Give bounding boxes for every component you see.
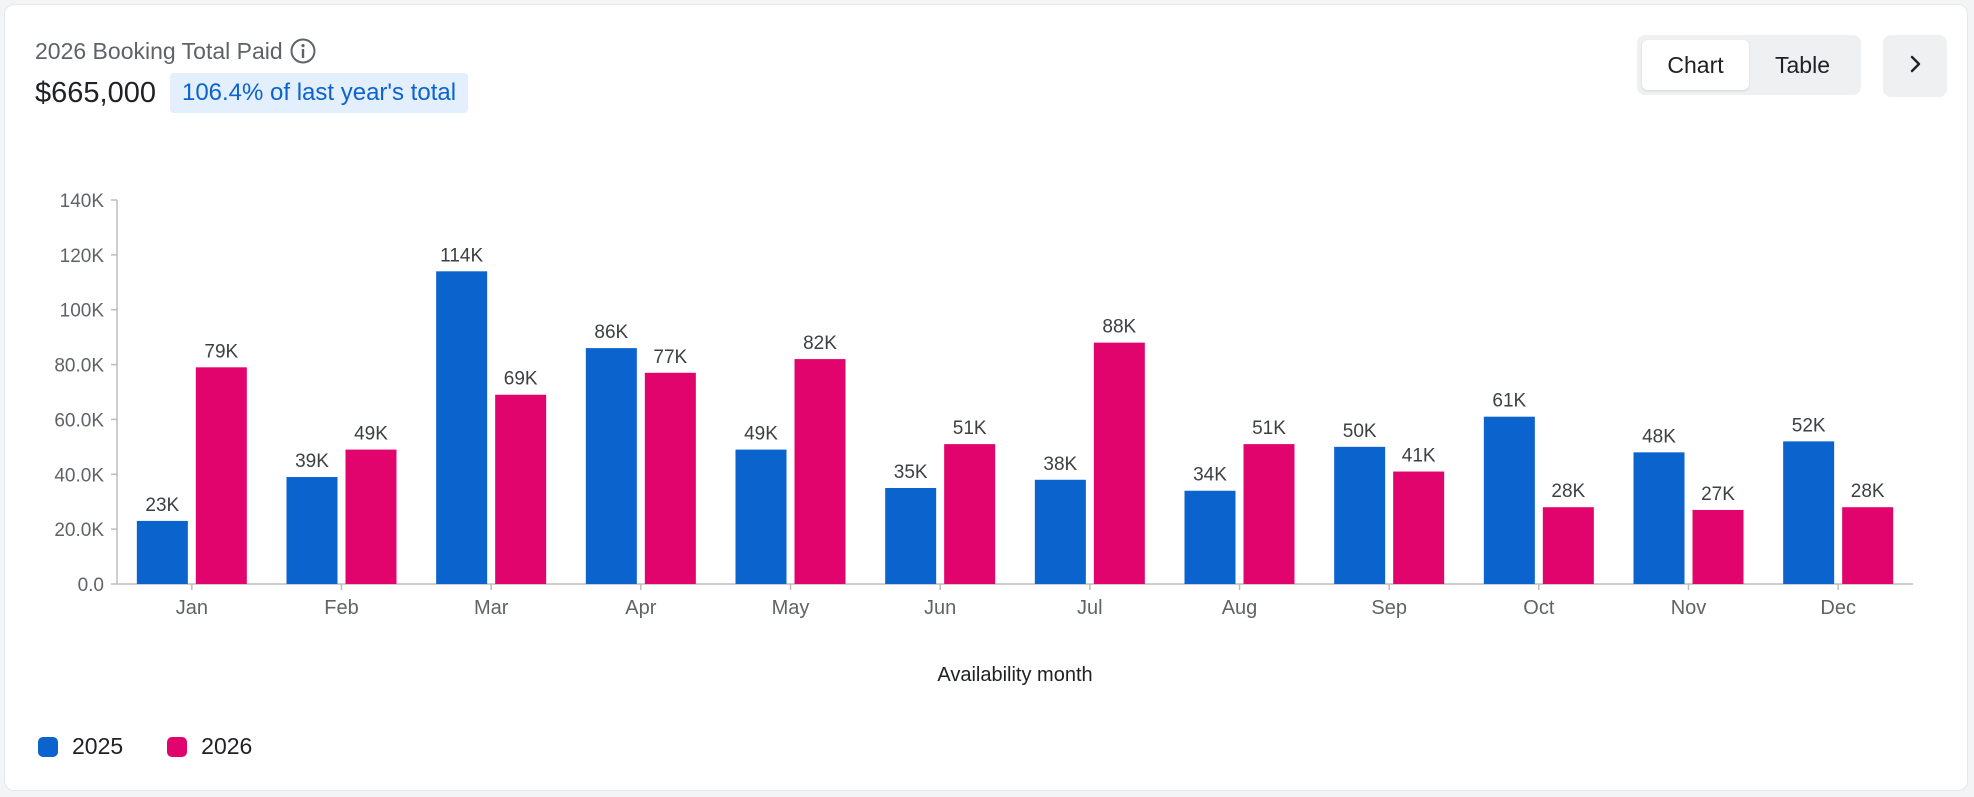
data-label: 49K (354, 424, 388, 445)
data-label: 79K (204, 341, 238, 362)
y-tick-label: 20.0K (54, 520, 104, 541)
bar-2026-feb (345, 449, 397, 584)
next-button[interactable] (1883, 35, 1947, 97)
bar-2025-apr (585, 348, 637, 584)
comparison-badge: 106.4% of last year's total (169, 73, 469, 113)
data-label: 61K (1492, 391, 1526, 412)
data-label: 28K (1551, 481, 1585, 502)
data-label: 38K (1043, 454, 1077, 475)
table-toggle-button[interactable]: Table (1775, 51, 1830, 78)
data-label: 114K (440, 245, 483, 266)
data-label: 51K (1252, 418, 1286, 439)
data-label: 88K (1102, 317, 1136, 338)
x-tick-label: Jan (176, 597, 208, 619)
y-tick-label: 100K (60, 301, 105, 322)
bar-2025-jul (1034, 479, 1086, 584)
chevron-right-icon (1904, 53, 1926, 80)
data-label: 86K (594, 322, 628, 343)
x-tick-label: May (772, 597, 810, 619)
x-tick-label: Apr (625, 597, 656, 619)
legend-swatch-2026 (167, 736, 188, 757)
bar-2025-aug (1184, 490, 1236, 584)
title-row: 2026 Booking Total Paid (35, 37, 317, 65)
bar-2026-jul (1093, 342, 1145, 584)
bar-2026-may (794, 359, 846, 584)
data-label: 28K (1851, 481, 1885, 502)
bar-2025-sep (1334, 446, 1386, 584)
chart-title: 2026 Booking Total Paid (35, 37, 283, 64)
view-toggle: Chart Table (1637, 35, 1861, 95)
chart-card: 2026 Booking Total Paid $665,000 106.4% … (4, 4, 1968, 791)
y-tick-label: 140K (60, 191, 105, 212)
y-tick-label: 60.0K (54, 410, 104, 431)
data-label: 39K (295, 451, 329, 472)
x-tick-label: Aug (1222, 597, 1258, 619)
legend-label-2026: 2026 (201, 733, 253, 759)
data-label: 35K (894, 462, 928, 483)
x-tick-label: Dec (1820, 597, 1856, 619)
bar-2026-oct (1542, 507, 1594, 584)
x-tick-label: Mar (474, 597, 509, 619)
bar-2026-aug (1243, 444, 1295, 584)
bar-2025-nov (1633, 452, 1685, 584)
bar-2025-jan (136, 520, 188, 584)
x-tick-label: Sep (1371, 597, 1407, 619)
legend: 2025 2026 (38, 733, 252, 760)
bar-2025-jun (885, 488, 937, 584)
bar-2025-feb (286, 477, 338, 584)
data-label: 23K (145, 495, 179, 516)
data-label: 82K (803, 333, 837, 354)
bar-2026-dec (1842, 507, 1894, 584)
bar-2025-oct (1483, 416, 1535, 584)
total-row: $665,000 106.4% of last year's total (35, 73, 469, 113)
data-label: 49K (744, 424, 778, 445)
legend-item-2025[interactable]: 2025 (38, 733, 123, 760)
bar-2026-apr (644, 372, 696, 584)
x-tick-label: Jul (1077, 597, 1103, 619)
bar-2025-may (735, 449, 787, 584)
data-label: 48K (1642, 426, 1676, 447)
data-label: 41K (1402, 446, 1436, 467)
bar-2026-jun (944, 444, 996, 584)
bar-2025-dec (1783, 441, 1835, 584)
data-label: 51K (953, 418, 987, 439)
legend-item-2026[interactable]: 2026 (167, 733, 252, 760)
x-tick-label: Nov (1671, 597, 1707, 619)
legend-label-2025: 2025 (72, 733, 124, 759)
y-tick-label: 80.0K (54, 356, 104, 377)
y-tick-label: 40.0K (54, 465, 104, 486)
info-circle-icon[interactable] (289, 37, 317, 65)
y-tick-label: 120K (60, 246, 105, 267)
data-label: 50K (1343, 421, 1377, 442)
x-tick-label: Jun (924, 597, 956, 619)
bar-2026-jan (195, 367, 247, 584)
data-label: 69K (504, 369, 538, 390)
bar-2026-mar (495, 394, 547, 584)
data-label: 77K (653, 347, 687, 368)
data-label: 52K (1792, 415, 1826, 436)
y-tick-label: 0.0 (78, 575, 104, 596)
data-label: 34K (1193, 465, 1227, 486)
bar-2026-nov (1692, 509, 1744, 584)
bar-2025-mar (436, 271, 488, 584)
chart-toggle-button[interactable]: Chart (1642, 40, 1749, 90)
bar-2026-sep (1393, 471, 1445, 584)
data-label: 27K (1701, 484, 1735, 505)
legend-swatch-2025 (38, 736, 58, 757)
x-axis-title: Availability month (937, 664, 1092, 686)
total-value: $665,000 (35, 76, 156, 109)
x-tick-label: Oct (1523, 597, 1555, 619)
x-tick-label: Feb (324, 597, 358, 619)
